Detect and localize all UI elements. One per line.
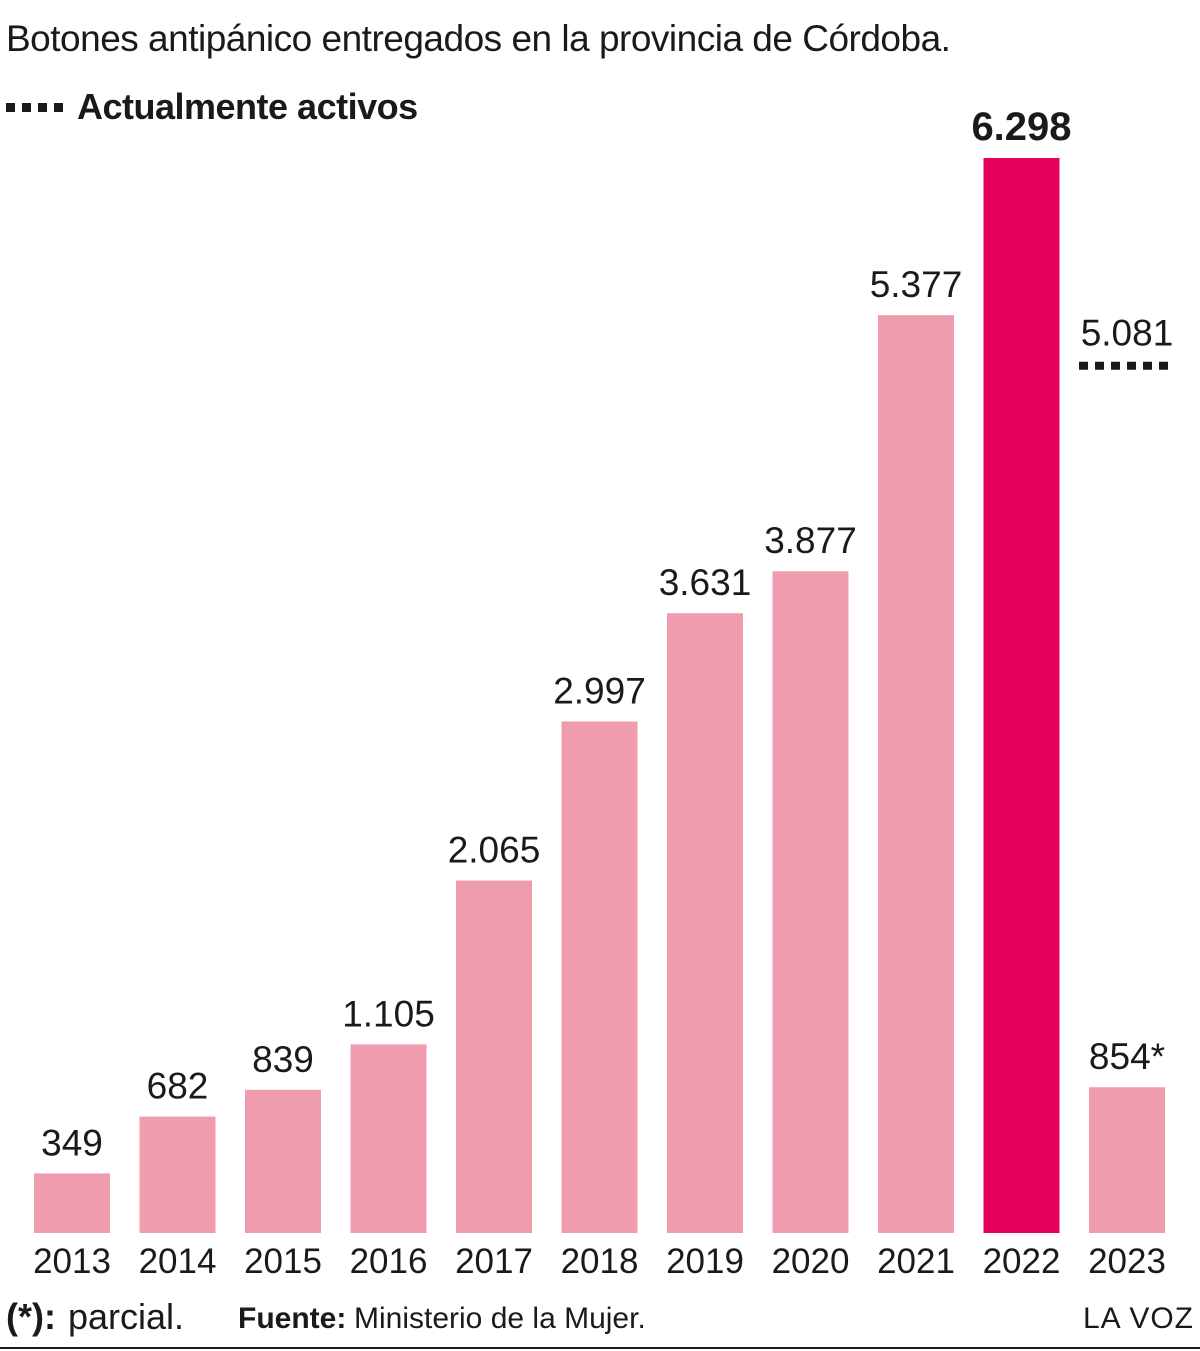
value-label-2021: 5.377 [870, 264, 963, 305]
bar-2017 [456, 880, 532, 1233]
x-tick-label-2021: 2021 [877, 1242, 955, 1281]
bar-2014 [139, 1116, 216, 1233]
value-label-2017: 2.065 [448, 830, 541, 871]
bar-2020 [772, 571, 849, 1233]
bar-2018 [561, 721, 638, 1233]
value-label-2016: 1.105 [342, 993, 435, 1034]
source-text: Ministerio de la Mujer. [354, 1302, 646, 1335]
x-tick-label-2016: 2016 [350, 1242, 428, 1281]
value-label-2023: 854* [1089, 1036, 1165, 1077]
footnote-text: parcial. [68, 1296, 185, 1337]
legend: Actualmente activos [6, 82, 418, 132]
x-tick-label-2018: 2018 [561, 1242, 639, 1281]
bar-chart: 349 2013 682 2014 839 2015 1.105 2016 2.065 2017 2… [33, 105, 1175, 1281]
value-label-2018: 2.997 [553, 670, 646, 711]
x-tick-label-2014: 2014 [139, 1242, 217, 1281]
x-tick-label-2020: 2020 [772, 1242, 850, 1281]
bar-2023 [1089, 1087, 1165, 1233]
value-label-2019: 3.631 [659, 562, 752, 603]
value-label-2013: 349 [41, 1122, 103, 1163]
bottom-rule [0, 1347, 1200, 1349]
dotted-line-legend-icon [6, 102, 63, 112]
brand-logo-text: LA VOZ [1082, 1302, 1194, 1335]
x-tick-label-2013: 2013 [33, 1242, 111, 1281]
bar-2016 [350, 1044, 427, 1233]
source-label: Fuente: [238, 1302, 347, 1335]
value-label-2014: 682 [147, 1066, 209, 1107]
value-label-2015: 839 [252, 1039, 314, 1080]
legend-label: Actualmente activos [77, 86, 418, 127]
bar-2021 [878, 315, 954, 1233]
x-tick-label-2015: 2015 [244, 1242, 322, 1281]
footer: (*): parcial. Fuente: Ministerio de la M… [6, 1296, 1194, 1342]
bar-2013 [34, 1173, 110, 1233]
bar-2019 [667, 613, 743, 1233]
x-tick-label-2017: 2017 [455, 1242, 533, 1281]
x-tick-label-2022: 2022 [983, 1242, 1061, 1281]
value-label-2020: 3.877 [764, 520, 857, 561]
value-label-2022: 6.298 [971, 105, 1071, 149]
active-value-label: 5.081 [1081, 313, 1174, 354]
bar-2015 [245, 1089, 321, 1233]
chart-title: Botones antipánico entregados en la prov… [6, 18, 951, 59]
footnote-symbol: (*): [6, 1296, 56, 1337]
bar-2022 [983, 158, 1060, 1233]
x-tick-label-2023: 2023 [1088, 1242, 1166, 1281]
x-tick-label-2019: 2019 [666, 1242, 744, 1281]
